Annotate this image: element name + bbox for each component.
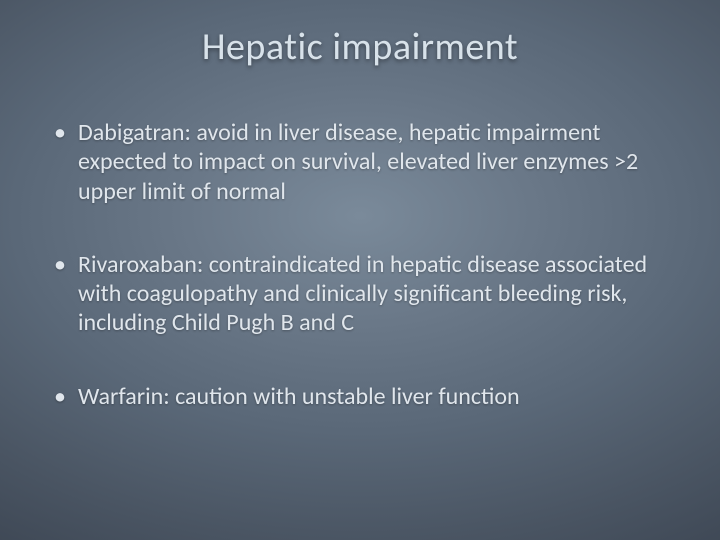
list-item: Dabigatran: avoid in liver disease, hepa…	[50, 118, 670, 206]
list-item: Warfarin: caution with unstable liver fu…	[50, 382, 670, 411]
slide-title: Hepatic impairment	[50, 24, 670, 70]
bullet-list: Dabigatran: avoid in liver disease, hepa…	[50, 118, 670, 411]
list-item: Rivaroxaban: contraindicated in hepatic …	[50, 250, 670, 338]
